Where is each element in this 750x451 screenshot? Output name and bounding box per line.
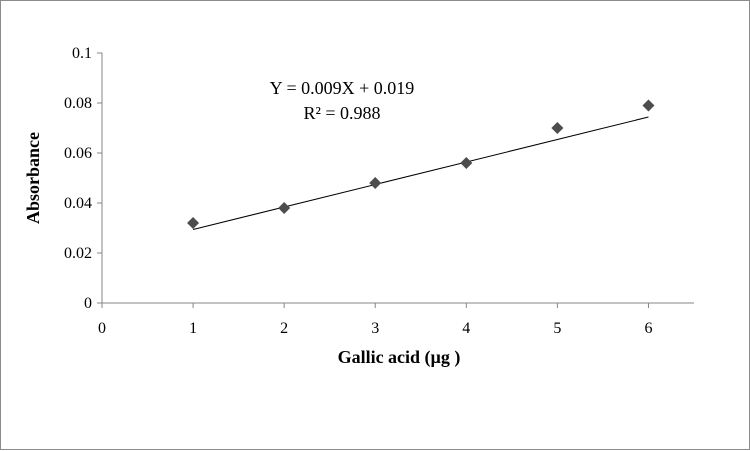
x-tick-label: 5 [553, 320, 561, 337]
y-tick-label: 0 [84, 295, 92, 312]
data-points [187, 99, 655, 229]
y-tick-label: 0.1 [72, 45, 92, 62]
x-axis-title: Gallic acid (µg ) [338, 347, 461, 368]
x-tick-label: 0 [98, 320, 106, 337]
regression-equation: Y = 0.009X + 0.019 [270, 78, 415, 98]
data-point [460, 157, 473, 169]
x-tick-label: 3 [371, 320, 379, 337]
x-tick-label: 2 [280, 320, 288, 337]
y-tick-label: 0.02 [64, 245, 92, 262]
data-point [551, 122, 564, 134]
r-squared-label: R² = 0.988 [303, 103, 380, 123]
data-point [187, 217, 200, 229]
data-point [369, 177, 382, 189]
y-axis-title: Absorbance [23, 132, 43, 224]
trendline [192, 116, 649, 230]
axes: 0 0.02 0.04 0.06 0.08 0.1 0 1 2 3 4 5 6 [64, 45, 694, 337]
x-tick-label: 1 [189, 320, 197, 337]
y-tick-label: 0.08 [64, 95, 92, 112]
data-point [642, 99, 655, 112]
x-tick-label: 6 [644, 320, 652, 337]
y-tick-label: 0.04 [64, 195, 92, 212]
x-tick-label: 4 [462, 320, 470, 337]
data-point [278, 202, 291, 214]
y-tick-label: 0.06 [64, 145, 92, 162]
